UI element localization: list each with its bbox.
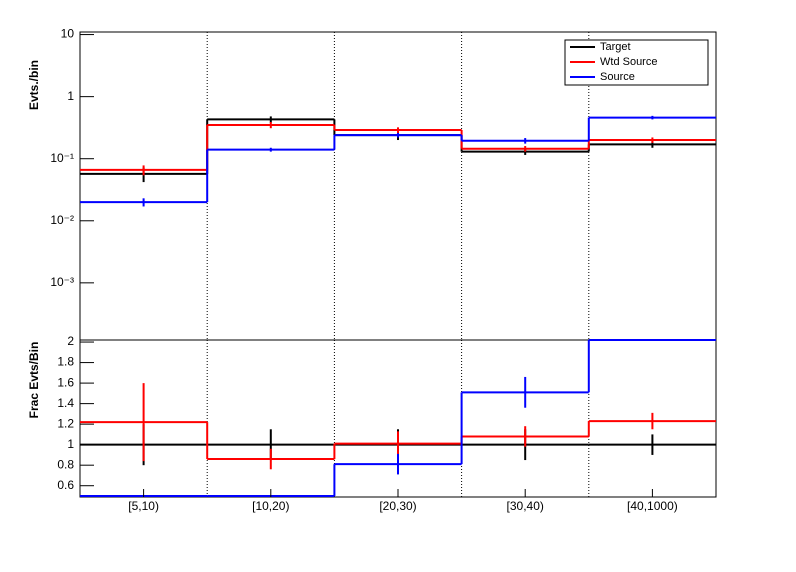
y-axis-label: Evts./bin [27, 60, 41, 110]
y-tick-label: 1 [67, 437, 74, 451]
y-tick-label: 1.6 [57, 375, 74, 389]
legend-label: Source [600, 71, 635, 83]
y-tick-label: 1.2 [57, 416, 74, 430]
y-tick-label: 10 [61, 27, 75, 41]
x-tick-label: [40,1000) [627, 499, 678, 513]
x-tick-label: [10,20) [252, 499, 289, 513]
y-tick-label: 2 [67, 334, 74, 348]
y-tick-label: 1 [67, 89, 74, 103]
legend-label: Target [600, 41, 631, 53]
x-tick-label: [5,10) [128, 499, 159, 513]
y-tick-label: 1.8 [57, 355, 74, 369]
y-tick-label: 10⁻³ [50, 275, 74, 289]
y-tick-label: 10⁻² [50, 213, 74, 227]
x-tick-label: [30,40) [507, 499, 544, 513]
legend-label: Wtd Source [600, 56, 657, 68]
y-tick-label: 1.4 [57, 396, 74, 410]
y-tick-label: 0.8 [57, 457, 74, 471]
y-tick-label: 10⁻¹ [50, 151, 74, 165]
x-tick-label: [20,30) [379, 499, 416, 513]
y-axis-label: Frac Evts/Bin [27, 342, 41, 419]
y-tick-label: 0.6 [57, 478, 74, 492]
